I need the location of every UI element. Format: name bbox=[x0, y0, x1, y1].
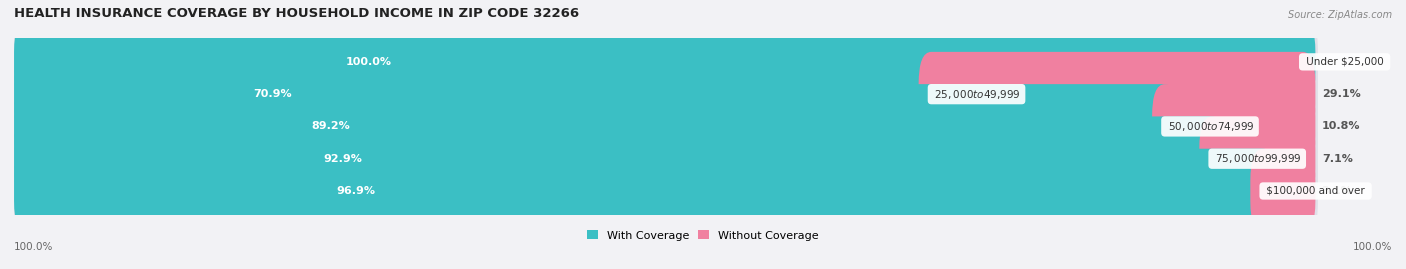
Text: 92.9%: 92.9% bbox=[323, 154, 361, 164]
Text: HEALTH INSURANCE COVERAGE BY HOUSEHOLD INCOME IN ZIP CODE 32266: HEALTH INSURANCE COVERAGE BY HOUSEHOLD I… bbox=[14, 7, 579, 20]
Text: Source: ZipAtlas.com: Source: ZipAtlas.com bbox=[1288, 10, 1392, 20]
FancyBboxPatch shape bbox=[918, 52, 1316, 136]
Text: Under $25,000: Under $25,000 bbox=[1302, 57, 1386, 67]
FancyBboxPatch shape bbox=[14, 149, 1275, 233]
Text: 100.0%: 100.0% bbox=[14, 242, 53, 252]
FancyBboxPatch shape bbox=[14, 20, 1316, 104]
Legend: With Coverage, Without Coverage: With Coverage, Without Coverage bbox=[582, 226, 824, 245]
FancyBboxPatch shape bbox=[1199, 116, 1316, 201]
Text: 3.1%: 3.1% bbox=[1322, 186, 1353, 196]
Text: 10.8%: 10.8% bbox=[1322, 121, 1360, 132]
Text: 100.0%: 100.0% bbox=[1353, 242, 1392, 252]
Text: 70.9%: 70.9% bbox=[253, 89, 291, 99]
Text: 7.1%: 7.1% bbox=[1322, 154, 1353, 164]
FancyBboxPatch shape bbox=[14, 52, 945, 136]
Text: 100.0%: 100.0% bbox=[346, 57, 392, 67]
FancyBboxPatch shape bbox=[1152, 84, 1316, 169]
Text: $50,000 to $74,999: $50,000 to $74,999 bbox=[1164, 120, 1256, 133]
Text: 89.2%: 89.2% bbox=[311, 121, 350, 132]
Text: $25,000 to $49,999: $25,000 to $49,999 bbox=[931, 88, 1022, 101]
FancyBboxPatch shape bbox=[14, 116, 1225, 201]
FancyBboxPatch shape bbox=[11, 142, 1317, 240]
FancyBboxPatch shape bbox=[11, 78, 1317, 175]
Text: $75,000 to $99,999: $75,000 to $99,999 bbox=[1212, 152, 1302, 165]
FancyBboxPatch shape bbox=[1250, 149, 1316, 233]
FancyBboxPatch shape bbox=[11, 13, 1317, 111]
Text: 96.9%: 96.9% bbox=[336, 186, 375, 196]
FancyBboxPatch shape bbox=[11, 45, 1317, 143]
FancyBboxPatch shape bbox=[14, 84, 1178, 169]
FancyBboxPatch shape bbox=[11, 110, 1317, 207]
Text: $100,000 and over: $100,000 and over bbox=[1263, 186, 1368, 196]
Text: 29.1%: 29.1% bbox=[1322, 89, 1361, 99]
